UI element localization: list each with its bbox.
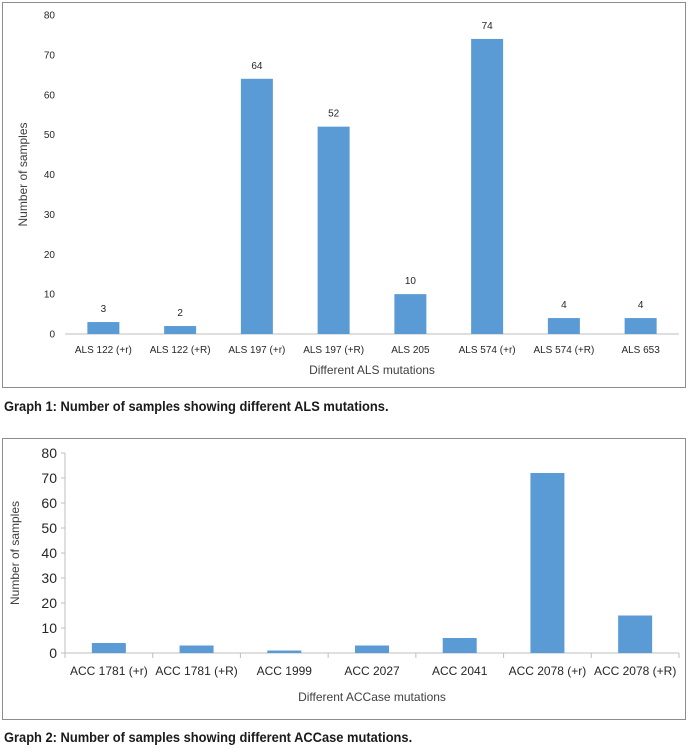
y-tick-label: 50 — [41, 520, 57, 536]
x-tick-label: ALS 574 (+R) — [533, 345, 594, 356]
data-label: 52 — [328, 109, 340, 120]
x-tick-label: ALS 122 (+R) — [150, 345, 211, 356]
y-tick-label: 60 — [44, 90, 56, 101]
y-tick-label: 50 — [44, 130, 56, 141]
y-tick-label: 30 — [41, 570, 57, 586]
data-label: 10 — [405, 276, 417, 287]
y-tick-label: 40 — [44, 170, 56, 181]
y-tick-label: 20 — [44, 250, 56, 261]
x-tick-label: ALS 205 — [391, 345, 430, 356]
y-tick-label: 80 — [41, 445, 57, 461]
x-axis-title: Different ACCase mutations — [298, 690, 446, 704]
bar — [179, 645, 214, 653]
bar — [91, 643, 126, 653]
x-tick-label: ALS 122 (+r) — [75, 345, 132, 356]
data-label: 2 — [177, 308, 183, 319]
accase-mutations-chart: 0 10 20 30 40 50 60 70 80 ACC 1781 (+r) ACC 1781 (… — [8, 445, 680, 704]
x-tick-label: ACC 1781 (+R) — [155, 664, 237, 678]
y-tick-label: 80 — [44, 11, 56, 22]
y-tick-label: 40 — [41, 545, 57, 561]
y-tick-label: 10 — [41, 620, 57, 636]
bar — [624, 318, 657, 334]
data-label: 3 — [101, 304, 107, 315]
x-tick-label: ALS 197 (+R) — [303, 345, 364, 356]
y-tick-label: 70 — [44, 50, 56, 61]
x-tick-label: ACC 1999 — [257, 664, 313, 678]
y-tick-label: 60 — [41, 495, 57, 511]
data-label: 74 — [482, 21, 494, 32]
bar — [530, 473, 565, 653]
x-tick-label: ACC 2041 — [432, 664, 488, 678]
y-tick-label: 0 — [49, 330, 55, 341]
x-tick-label: ACC 2078 (+R) — [594, 664, 676, 678]
bar — [267, 650, 302, 653]
data-label: 4 — [638, 300, 644, 311]
bar — [317, 126, 350, 335]
y-axis-title: Number of samples — [16, 122, 30, 226]
y-tick-label: 30 — [44, 210, 56, 221]
x-tick-label: ALS 653 — [621, 345, 660, 356]
y-tick-label: 0 — [49, 645, 57, 661]
als-mutations-chart: 0 10 20 30 40 50 60 70 80 3 ALS 122 (+r) 2 ALS 122 (… — [16, 11, 679, 377]
graph1-caption: Graph 1: Number of samples showing diffe… — [4, 398, 389, 414]
bar — [442, 638, 477, 653]
bar — [618, 615, 653, 653]
bar — [87, 322, 120, 334]
x-tick-label: ACC 2027 — [344, 664, 400, 678]
y-tick-label: 20 — [41, 595, 57, 611]
y-tick-label: 70 — [41, 470, 57, 486]
accase-chart-frame: 0 10 20 30 40 50 60 70 80 ACC 1781 (+r) ACC 1781 (… — [2, 438, 686, 720]
bar — [355, 645, 389, 653]
data-label: 4 — [561, 300, 567, 311]
graph2-caption: Graph 2: Number of samples showing diffe… — [4, 729, 413, 745]
als-chart-frame: 0 10 20 30 40 50 60 70 80 3 ALS 122 (+r) 2 ALS 122 (… — [2, 2, 686, 388]
bar — [240, 78, 273, 334]
data-label: 64 — [251, 61, 263, 72]
bar — [164, 326, 197, 334]
x-tick-label: ALS 197 (+r) — [228, 345, 285, 356]
x-tick-label: ACC 1781 (+r) — [70, 664, 148, 678]
y-tick-label: 10 — [44, 290, 56, 301]
bar — [471, 38, 504, 335]
y-axis-title: Number of samples — [8, 501, 22, 605]
x-tick-label: ALS 574 (+r) — [459, 345, 516, 356]
x-axis-title: Different ALS mutations — [309, 363, 435, 377]
bar — [547, 318, 580, 334]
bar — [394, 294, 427, 334]
x-tick-label: ACC 2078 (+r) — [509, 664, 587, 678]
